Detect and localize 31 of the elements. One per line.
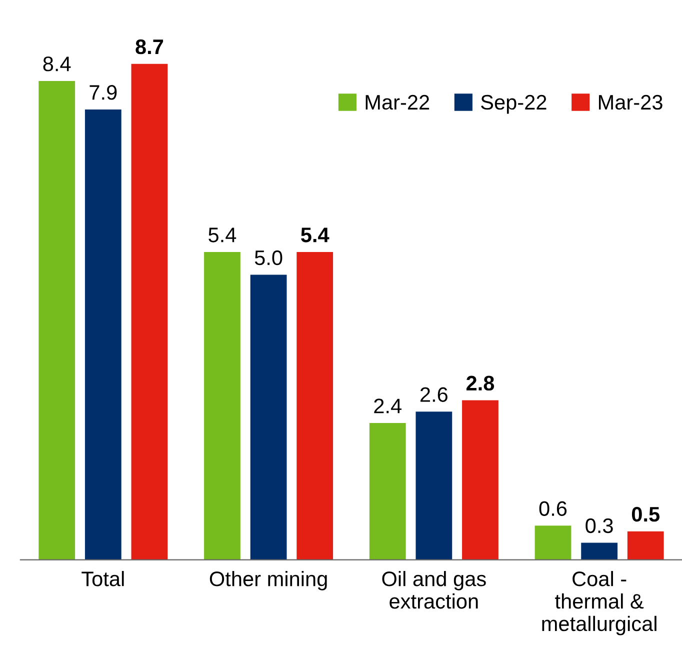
data-label: 8.4: [43, 56, 71, 72]
data-label: 5.4: [208, 228, 236, 242]
bar: [131, 64, 168, 560]
bar: [250, 274, 287, 560]
bar: [38, 80, 76, 560]
data-label: 0.6: [539, 501, 567, 516]
data-label: 8.7: [136, 39, 164, 54]
bar: [204, 252, 240, 560]
bar: [581, 542, 618, 560]
bar: [462, 400, 498, 560]
legend-label: Mar-23: [598, 94, 662, 110]
data-label: 5.4: [301, 228, 330, 242]
bar: [534, 526, 572, 560]
legend-label: Sep-22: [481, 94, 546, 114]
legend-label: Mar-22: [366, 94, 430, 110]
data-label: 2.4: [374, 398, 402, 414]
bar: [627, 531, 664, 560]
bar: [369, 423, 406, 560]
data-label: 0.5: [632, 506, 660, 522]
x-tick-label: Other mining: [210, 570, 327, 590]
data-label: 2.8: [466, 376, 494, 391]
bar: [296, 252, 334, 560]
x-tick-label: Oil and gas extraction: [382, 570, 486, 609]
x-tick-label: Coal - thermal & metallurgical: [542, 570, 656, 636]
data-label: 0.3: [586, 518, 613, 534]
data-label: 2.6: [420, 387, 448, 402]
bar: [84, 109, 122, 560]
data-label: 5.0: [254, 250, 282, 266]
x-tick-label: Total: [82, 570, 124, 586]
data-label: 7.9: [90, 85, 117, 100]
bar: [416, 412, 452, 560]
